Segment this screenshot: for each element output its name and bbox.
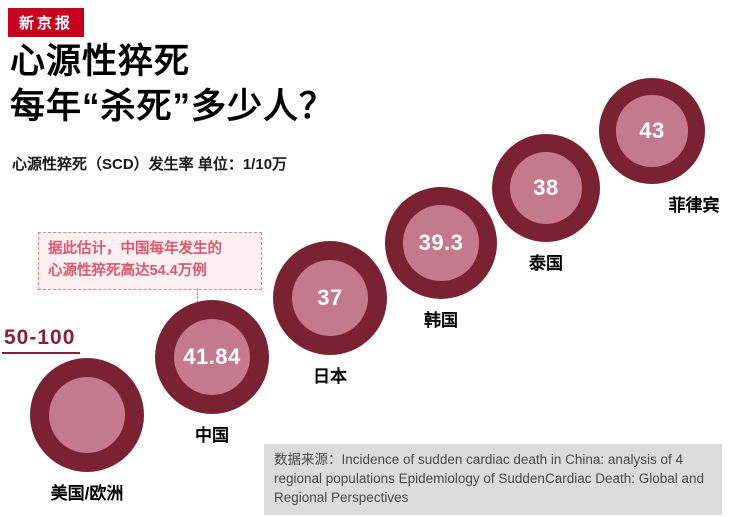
bubble-label: 泰国 bbox=[529, 254, 563, 273]
bubble-label: 中国 bbox=[195, 426, 229, 445]
bubble-japan: 37 日本 bbox=[273, 241, 387, 386]
page-title: 心源性猝死 每年“杀死”多少人？ bbox=[10, 40, 335, 130]
bubble-usa-europe: 美国/欧洲 bbox=[30, 358, 144, 503]
bubble-value: 38 bbox=[533, 174, 559, 200]
bubble-ring: 43 bbox=[599, 78, 705, 184]
bubble-value: 39.3 bbox=[418, 230, 464, 255]
title-line-1: 心源性猝死 bbox=[10, 42, 191, 81]
bubble-label: 菲律宾 bbox=[668, 196, 720, 215]
bubble-inner: 43 bbox=[616, 95, 688, 167]
bubble-ring: 39.3 bbox=[385, 187, 497, 299]
bubble-ring: 37 bbox=[273, 241, 387, 355]
chart-subtitle: 心源性猝死（SCD）发生率 单位：1/10万 bbox=[12, 156, 288, 173]
annotation-line-2: 心源性猝死高达54.4万例 bbox=[48, 262, 207, 279]
usa-europe-range-label: 50-100 bbox=[4, 326, 76, 349]
bubble-inner: 38 bbox=[509, 151, 583, 225]
bubble-inner: 37 bbox=[291, 259, 369, 337]
bubble-ring bbox=[30, 358, 144, 472]
annotation-connector-line bbox=[197, 288, 198, 303]
bubble-inner: 39.3 bbox=[403, 205, 479, 281]
bubble-value: 43 bbox=[639, 117, 665, 143]
annotation-line-1: 据此估计，中国每年发生的 bbox=[48, 241, 222, 257]
bubble-china: 41.84 中国 bbox=[155, 300, 269, 445]
bubble-label: 美国/欧洲 bbox=[50, 484, 124, 503]
bubble-ring: 38 bbox=[492, 134, 600, 242]
bubble-ring: 41.84 bbox=[155, 300, 269, 414]
title-line-2: 每年“杀死”多少人？ bbox=[10, 86, 336, 126]
annotation-box: 据此估计，中国每年发生的 心源性猝死高达54.4万例 bbox=[38, 232, 262, 290]
bubble-label: 韩国 bbox=[424, 311, 458, 330]
bubble-philippines: 43 菲律宾 bbox=[599, 78, 720, 215]
bubble-inner: 41.84 bbox=[173, 318, 251, 396]
brand-badge: 新京报 bbox=[8, 8, 85, 37]
bubble-value: 37 bbox=[317, 285, 343, 310]
bubble-thailand: 38 泰国 bbox=[492, 134, 600, 273]
data-source-note: 数据来源：Incidence of sudden cardiac death i… bbox=[264, 444, 722, 515]
bubble-value: 41.84 bbox=[183, 344, 241, 369]
bubble-inner bbox=[48, 376, 126, 454]
bubble-korea: 39.3 韩国 bbox=[385, 187, 497, 330]
usa-europe-range-underline bbox=[2, 352, 80, 354]
bubble-label: 日本 bbox=[313, 367, 347, 386]
